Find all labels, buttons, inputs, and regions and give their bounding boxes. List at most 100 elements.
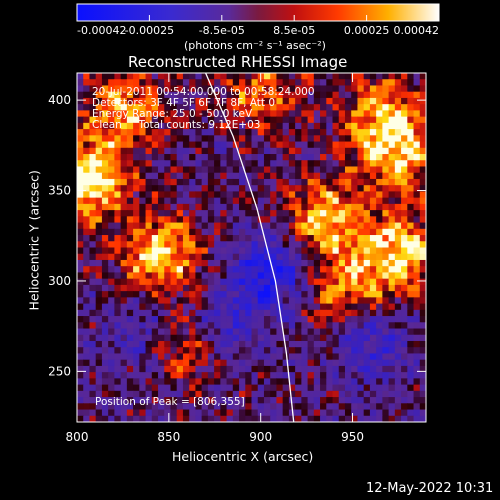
heatmap-cell: [257, 203, 265, 211]
heatmap-cell: [220, 122, 228, 130]
heatmap-cell: [270, 203, 278, 211]
heatmap-cell: [344, 73, 352, 80]
heatmap-cell: [363, 129, 371, 136]
heatmap-cell: [189, 216, 197, 224]
heatmap-cell: [145, 353, 153, 361]
heatmap-cell: [363, 328, 371, 336]
heatmap-cell: [226, 372, 234, 379]
heatmap-cell: [164, 340, 172, 348]
heatmap-cell: [170, 203, 178, 211]
heatmap-cell: [388, 73, 396, 80]
heatmap-cell: [307, 353, 315, 361]
heatmap-cell: [257, 272, 265, 280]
heatmap-cell: [101, 129, 109, 136]
heatmap-cell: [401, 372, 408, 379]
heatmap-cell: [201, 291, 209, 298]
heatmap-cell: [220, 316, 228, 323]
heatmap-cell: [226, 122, 234, 130]
heatmap-cell: [320, 259, 327, 267]
heatmap-cell: [295, 154, 302, 161]
heatmap-cell: [158, 384, 165, 392]
heatmap-cell: [239, 384, 246, 392]
heatmap-cell: [126, 141, 134, 149]
heatmap-cell: [239, 210, 246, 217]
heatmap-cell: [338, 340, 346, 348]
heatmap-cell: [313, 154, 321, 161]
heatmap-cell: [108, 291, 115, 298]
heatmap-cell: [276, 284, 284, 292]
heatmap-cell: [164, 222, 172, 230]
heatmap-cell: [394, 228, 402, 236]
heatmap-cell: [108, 253, 115, 261]
heatmap-cell: [95, 110, 103, 118]
heatmap-cell: [326, 353, 334, 361]
heatmap-cell: [288, 397, 296, 404]
heatmap-cell: [326, 203, 334, 211]
heatmap-cell: [182, 235, 190, 242]
heatmap-cell: [226, 185, 234, 193]
colorbar-tick-label: -0.00025: [125, 24, 174, 37]
heatmap-cell: [301, 235, 309, 242]
heatmap-cell: [363, 197, 371, 205]
heatmap-cell: [376, 160, 383, 168]
heatmap-cell: [120, 390, 128, 398]
heatmap-cell: [251, 85, 259, 93]
heatmap-cell: [326, 365, 334, 373]
heatmap-cell: [376, 166, 383, 174]
heatmap-cell: [282, 328, 290, 336]
heatmap-cell: [189, 228, 197, 236]
heatmap-cell: [158, 241, 165, 249]
heatmap-cell: [307, 297, 315, 305]
heatmap-cell: [263, 359, 271, 367]
heatmap-cell: [401, 185, 408, 193]
heatmap-cell: [357, 316, 365, 323]
heatmap-cell: [232, 197, 240, 205]
heatmap-cell: [214, 297, 221, 305]
heatmap-cell: [344, 147, 352, 155]
heatmap-cell: [89, 291, 97, 298]
heatmap-cell: [307, 334, 315, 342]
heatmap-cell: [332, 347, 340, 355]
heatmap-cell: [164, 147, 172, 155]
heatmap-cell: [158, 222, 165, 230]
heatmap-cell: [295, 266, 302, 274]
heatmap-cell: [270, 129, 278, 136]
heatmap-cell: [376, 403, 383, 411]
heatmap-cell: [232, 322, 240, 330]
heatmap-cell: [195, 340, 203, 348]
heatmap-cell: [276, 259, 284, 267]
heatmap-cell: [176, 141, 184, 149]
heatmap-cell: [413, 185, 421, 193]
heatmap-cell: [101, 79, 109, 87]
heatmap-cell: [338, 316, 346, 323]
heatmap-cell: [257, 340, 265, 348]
heatmap-cell: [170, 85, 178, 93]
heatmap-cell: [239, 172, 246, 180]
heatmap-cell: [145, 97, 153, 105]
heatmap-cell: [95, 147, 103, 155]
heatmap-cell: [239, 284, 246, 292]
heatmap-cell: [338, 235, 346, 242]
heatmap-cell: [320, 203, 327, 211]
heatmap-cell: [320, 347, 327, 355]
heatmap-cell: [77, 322, 84, 330]
heatmap-cell: [120, 278, 128, 286]
heatmap-cell: [419, 172, 426, 180]
heatmap-cell: [182, 85, 190, 93]
heatmap-cell: [394, 203, 402, 211]
heatmap-cell: [295, 334, 302, 342]
heatmap-cell: [145, 365, 153, 373]
heatmap-cell: [207, 278, 215, 286]
heatmap-cell: [89, 415, 97, 422]
heatmap-cell: [245, 97, 253, 105]
heatmap-cell: [338, 253, 346, 261]
heatmap-cell: [401, 247, 408, 255]
heatmap-cell: [120, 91, 128, 99]
heatmap-cell: [344, 266, 352, 274]
heatmap-cell: [320, 79, 327, 87]
heatmap-cell: [226, 73, 234, 80]
heatmap-cell: [369, 347, 377, 355]
heatmap-cell: [320, 291, 327, 298]
heatmap-cell: [176, 91, 184, 99]
heatmap-cell: [369, 73, 377, 80]
